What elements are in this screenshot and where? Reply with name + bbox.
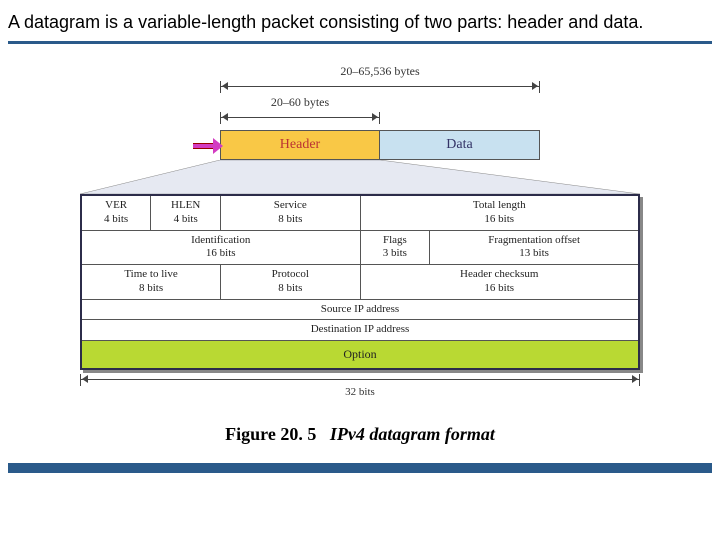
header-field-flags: Flags3 bits [360,230,430,265]
header-field-fragmentation-offset: Fragmentation offset13 bits [430,230,639,265]
header-field-time-to-live: Time to live8 bits [81,265,221,300]
figure-caption: Figure 20. 5 IPv4 datagram format [0,424,720,445]
header-field-service: Service8 bits [221,195,360,230]
dimension-total-bytes-label: 20–65,536 bytes [220,64,540,79]
header-row-1: Identification16 bitsFlags3 bitsFragment… [81,230,639,265]
dimension-width-bits-label: 32 bits [80,386,640,398]
header-row-3: Source IP address [81,299,639,320]
figure-number: Figure 20. 5 [225,424,316,444]
horizontal-rule-bottom [8,463,712,473]
header-field-destination-ip-address: Destination IP address [81,320,639,341]
header-field-header-checksum: Header checksum16 bits [360,265,639,300]
header-row-2: Time to live8 bitsProtocol8 bitsHeader c… [81,265,639,300]
packet-bar: Header Data [220,130,540,160]
dimension-header-bytes-label: 20–60 bytes [220,95,380,110]
dimension-width-bits: 32 bits [80,374,640,398]
header-expansion-trapezoid [80,160,640,194]
header-row-0: VER4 bitsHLEN4 bitsService8 bitsTotal le… [81,195,639,230]
header-row-4: Destination IP address [81,320,639,341]
header-field-protocol: Protocol8 bits [221,265,360,300]
dimension-width-bits-line [80,374,640,386]
packet-header-block: Header [221,131,380,159]
header-option-cell: Option [81,341,639,370]
header-field-identification: Identification16 bits [81,230,360,265]
header-option-row: Option [81,341,639,370]
figure-text: IPv4 datagram format [330,424,495,444]
horizontal-rule-top [8,41,712,44]
header-field-ver: VER4 bits [81,195,151,230]
page-title: A datagram is a variable-length packet c… [0,0,720,41]
dimension-total-bytes-line [220,81,540,93]
header-field-source-ip-address: Source IP address [81,299,639,320]
packet-data-block: Data [380,131,539,159]
header-field-total-length: Total length16 bits [360,195,639,230]
header-field-hlen: HLEN4 bits [151,195,221,230]
dimension-header-bytes-line [220,112,380,124]
dimension-total-bytes: 20–65,536 bytes [220,64,540,93]
ipv4-header-table: VER4 bitsHLEN4 bitsService8 bitsTotal le… [80,194,640,370]
dimension-header-bytes: 20–60 bytes [220,95,380,124]
diagram-container: 20–65,536 bytes 20–60 bytes Header Data … [80,64,640,398]
